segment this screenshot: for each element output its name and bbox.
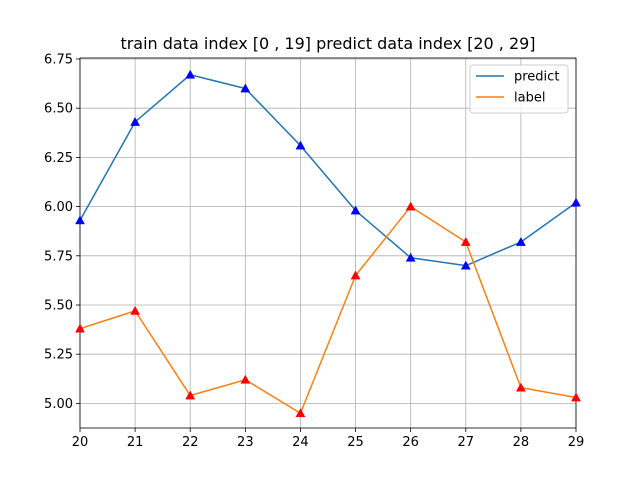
data-point-label <box>295 408 306 418</box>
data-point-label <box>130 305 141 315</box>
y-tick-label: 6.50 <box>44 102 73 117</box>
axes: 20 21 22 23 24 25 26 27 28 29 5.00 5.25 5.50 5.75 6.00… <box>44 52 584 450</box>
y-tick-label: 5.75 <box>44 249 73 264</box>
x-tick-label: 29 <box>568 435 585 450</box>
data-point-predict <box>295 140 306 150</box>
data-point-predict <box>240 83 251 93</box>
data-point-predict <box>75 215 85 225</box>
data-point-label <box>515 382 526 392</box>
y-tick-label: 6.75 <box>44 52 73 67</box>
y-tick-label: 6.25 <box>44 151 73 166</box>
data-point-label <box>571 392 581 402</box>
legend-box <box>469 64 569 114</box>
x-tick-label: 21 <box>127 435 144 450</box>
x-tick-label: 27 <box>458 435 475 450</box>
x-tick-label: 22 <box>182 435 199 450</box>
plot-frame <box>79 57 577 429</box>
data-point-predict <box>130 116 141 126</box>
data-point-label <box>405 201 416 211</box>
data-point-predict <box>405 252 416 262</box>
legend-label-predict: predict <box>514 70 559 85</box>
chart-title: train data index [0 , 19] predict data i… <box>120 34 535 53</box>
series-line-label <box>79 205 577 414</box>
data-point-label <box>75 323 85 333</box>
data-point-predict <box>350 205 361 215</box>
x-tick-label: 28 <box>513 435 530 450</box>
data-point-label <box>185 390 196 400</box>
x-tick-label: 25 <box>347 435 364 450</box>
series-line-predict <box>79 73 577 267</box>
data-point-predict <box>460 260 471 270</box>
data-point-label <box>240 374 251 384</box>
data-point-predict <box>571 197 581 207</box>
y-tick-label: 5.50 <box>44 298 73 313</box>
x-tick-label: 24 <box>292 435 309 450</box>
data-point-label <box>350 270 361 280</box>
x-tick-label: 23 <box>237 435 254 450</box>
legend-label-label: label <box>514 91 545 106</box>
x-tick-label: 20 <box>72 435 89 450</box>
y-tick-label: 5.00 <box>44 397 73 412</box>
data-point-predict <box>185 69 196 79</box>
x-tick-label: 26 <box>402 435 419 450</box>
legend: predict label <box>469 64 569 114</box>
data-point-label <box>460 237 471 246</box>
y-tick-label: 6.00 <box>44 200 73 215</box>
series <box>75 69 581 418</box>
y-tick-label: 5.25 <box>44 348 73 363</box>
data-point-predict <box>515 237 526 246</box>
